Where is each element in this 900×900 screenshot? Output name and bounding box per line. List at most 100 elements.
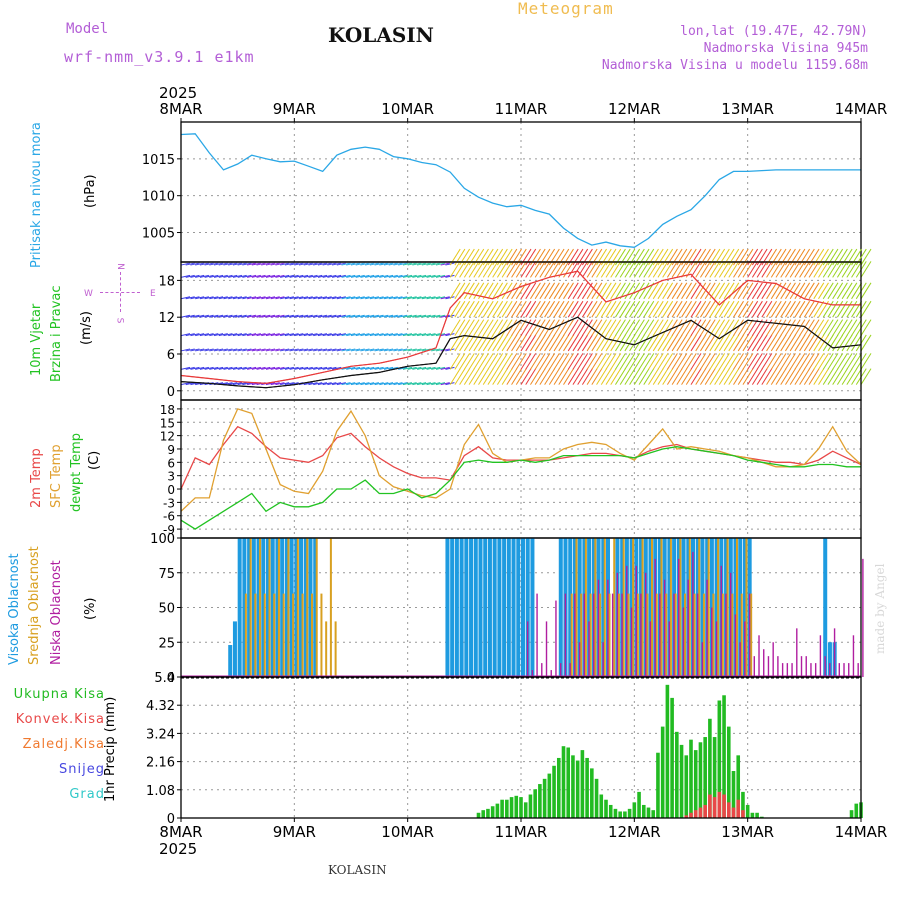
wind-barb bbox=[714, 261, 726, 278]
wind-barb bbox=[199, 262, 209, 266]
wind-barb bbox=[563, 368, 574, 385]
wind-barb bbox=[671, 282, 683, 300]
precip-bar bbox=[623, 811, 627, 818]
cloud-bar bbox=[651, 538, 653, 677]
cloud-bar bbox=[648, 538, 653, 677]
wind-barb bbox=[638, 334, 650, 352]
wind-barb bbox=[247, 366, 257, 370]
wind-barb bbox=[398, 366, 408, 370]
wind-barb bbox=[846, 261, 858, 278]
wind-barb bbox=[195, 296, 205, 300]
wind-barb bbox=[737, 282, 749, 300]
wind-barb bbox=[185, 314, 195, 318]
wind-barb bbox=[327, 296, 337, 300]
wind-barb bbox=[666, 300, 678, 318]
cloud-bar bbox=[715, 621, 718, 677]
wind-barb bbox=[511, 319, 522, 336]
wind-barb bbox=[417, 348, 427, 352]
wind-barb bbox=[223, 314, 233, 318]
wind-barb bbox=[298, 333, 309, 337]
precip-bar bbox=[689, 739, 693, 818]
cloud-bar bbox=[568, 538, 573, 677]
wind-barb bbox=[294, 333, 304, 337]
wind-barb bbox=[860, 248, 872, 266]
precipitation-panel: 0 1.08 2.16 3.24 4.32 5.4 bbox=[146, 671, 863, 827]
wind-barb bbox=[638, 261, 650, 278]
station-title: KOLASIN bbox=[328, 23, 434, 47]
wind-barb bbox=[808, 368, 820, 385]
wind-barb bbox=[822, 300, 834, 318]
wind-barb bbox=[695, 368, 707, 385]
cloud-bar bbox=[601, 538, 606, 677]
cloud-bar bbox=[740, 593, 743, 677]
precip-bar bbox=[726, 802, 731, 818]
wind-barb bbox=[242, 296, 252, 300]
wind-barb bbox=[662, 353, 674, 370]
wind-barb bbox=[629, 300, 641, 318]
wind-barb bbox=[737, 319, 749, 336]
wind-barb bbox=[553, 334, 565, 352]
cloud-bar bbox=[602, 642, 604, 677]
wind-barb bbox=[596, 300, 607, 318]
cloud-bar bbox=[646, 593, 649, 677]
wind-barb bbox=[685, 368, 697, 385]
cloud-bar bbox=[521, 538, 525, 677]
temperature-frame bbox=[180, 399, 862, 539]
wind-barb bbox=[624, 300, 636, 318]
wind-barb bbox=[379, 366, 389, 370]
cloud-bar bbox=[829, 663, 831, 677]
cloud-bar bbox=[483, 538, 488, 677]
wind-barb bbox=[435, 366, 446, 370]
cloud-bar bbox=[329, 538, 332, 677]
wind-barb bbox=[818, 353, 829, 370]
wind-barb bbox=[799, 353, 811, 370]
wind-barb bbox=[700, 334, 711, 352]
wind-barb bbox=[275, 314, 285, 318]
wind-barb bbox=[322, 348, 332, 352]
wind-barb bbox=[813, 261, 825, 278]
cloud-bar bbox=[270, 538, 275, 677]
wind-barb bbox=[615, 300, 626, 318]
wind-barb bbox=[327, 333, 337, 337]
cloud-bar bbox=[303, 538, 308, 677]
wind-barb bbox=[190, 314, 200, 318]
wind-barb bbox=[666, 353, 678, 370]
cloud-bar bbox=[263, 593, 266, 677]
wind-barb bbox=[195, 274, 205, 278]
wind-barb bbox=[379, 348, 389, 352]
cloud-bar bbox=[597, 579, 600, 677]
cloud_cover-panel: 0 25 50 75 100 bbox=[150, 532, 864, 686]
wind-barb bbox=[275, 274, 285, 278]
wind-barb bbox=[313, 348, 323, 352]
wind-barb bbox=[265, 382, 276, 386]
wind-barb bbox=[832, 261, 844, 278]
wind-barb bbox=[544, 334, 556, 352]
wind-barb bbox=[232, 274, 243, 278]
wind-barb bbox=[374, 348, 384, 352]
wind-barb bbox=[393, 333, 403, 337]
cloud-bar bbox=[673, 593, 675, 677]
wind-barb bbox=[629, 261, 641, 278]
wind-panel: 0 6 12 18 bbox=[158, 248, 872, 401]
x-tick-label-bottom: 14MAR bbox=[835, 823, 888, 841]
legend-total-rain: Ukupna Kisa bbox=[13, 687, 105, 702]
wind-barb bbox=[398, 296, 408, 300]
wind-barb bbox=[275, 333, 285, 337]
wind-barb bbox=[836, 300, 848, 318]
wind-barb bbox=[223, 366, 233, 370]
wind-barb bbox=[402, 296, 413, 300]
wind-barb bbox=[818, 282, 829, 300]
precip-bar bbox=[505, 799, 509, 818]
wind-barb bbox=[341, 333, 351, 337]
x-tick-label-bottom: 13MAR bbox=[721, 823, 774, 841]
wind-barb bbox=[789, 353, 801, 370]
wind-barb bbox=[789, 334, 801, 352]
wind-barb bbox=[860, 282, 872, 300]
precip-bar bbox=[675, 731, 679, 818]
wind-barb bbox=[261, 366, 271, 370]
wind-barb bbox=[638, 300, 650, 318]
wind-barb bbox=[789, 282, 801, 300]
wind-barb bbox=[799, 282, 811, 300]
wind-barb bbox=[501, 300, 513, 318]
wind-barb bbox=[530, 319, 541, 336]
